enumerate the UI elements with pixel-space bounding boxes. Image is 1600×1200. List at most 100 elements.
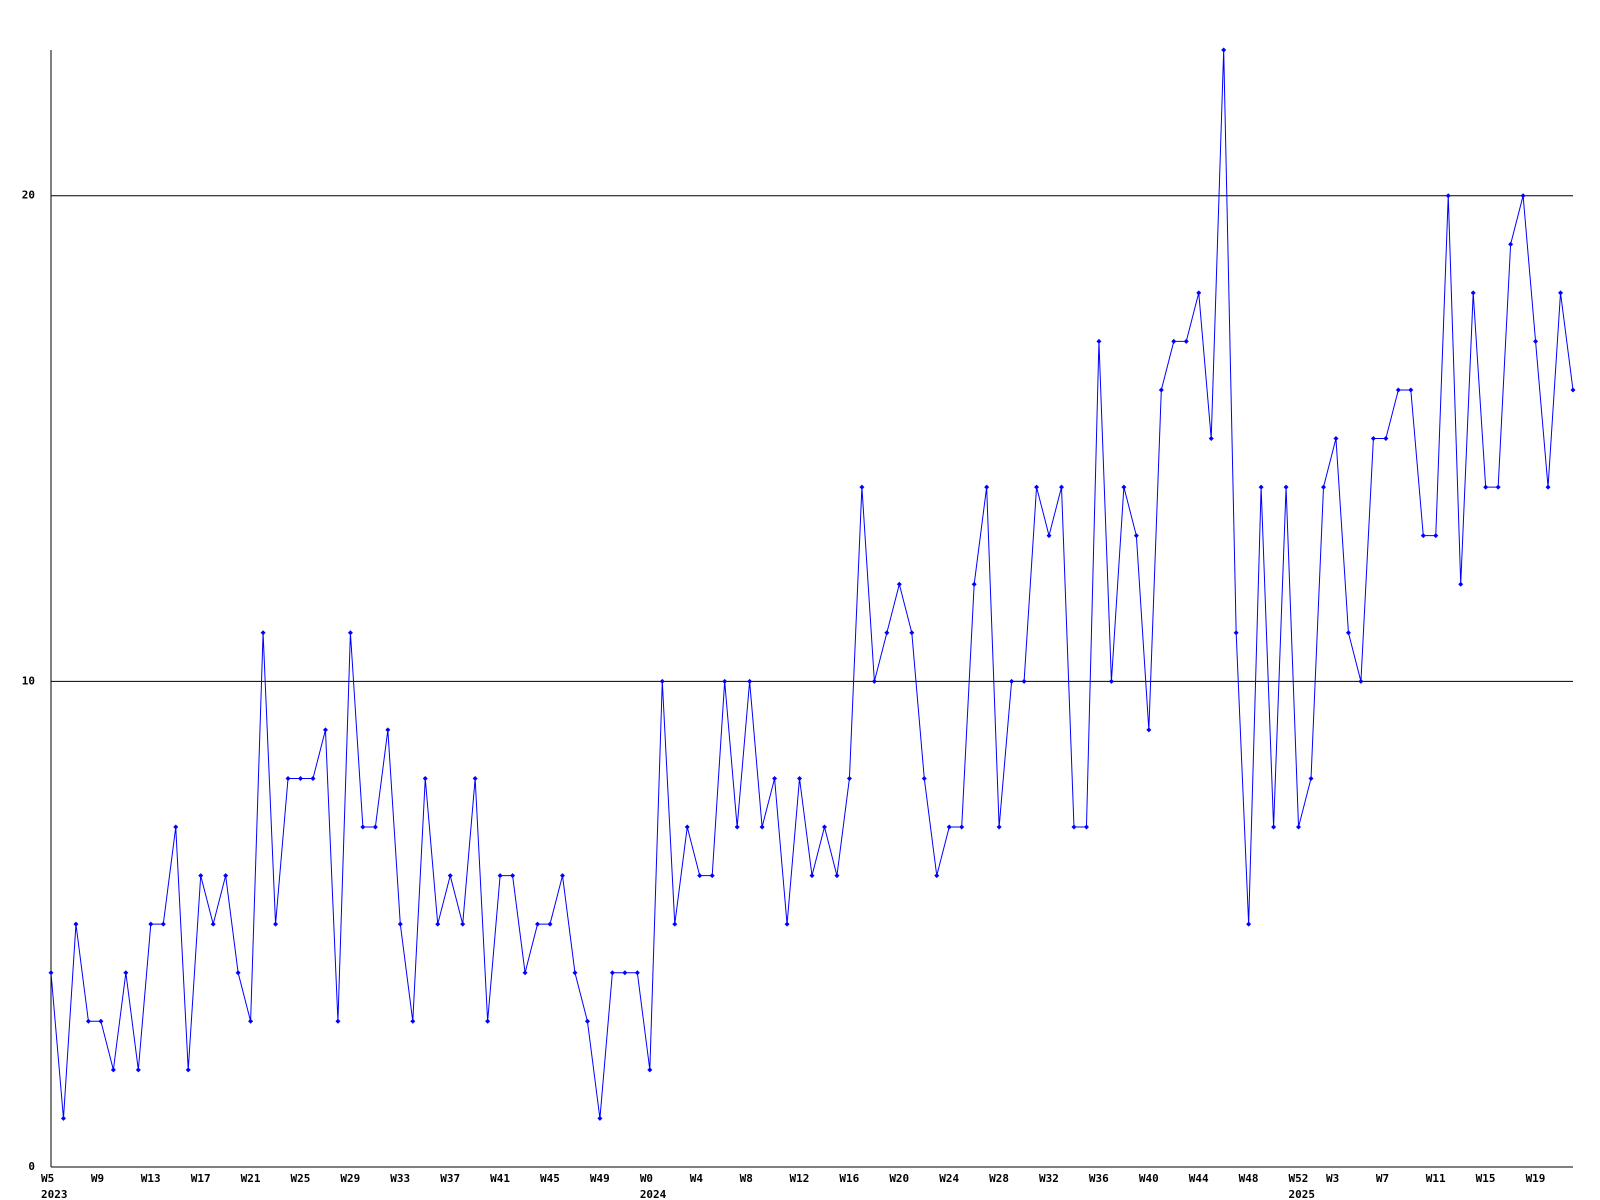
point-marker	[572, 970, 578, 976]
point-marker	[896, 581, 902, 587]
x-tick-label: W8	[740, 1172, 753, 1185]
point-marker	[335, 1018, 341, 1024]
point-marker	[946, 824, 952, 830]
point-marker	[1420, 533, 1426, 539]
point-marker	[871, 678, 877, 684]
point-marker	[1296, 824, 1302, 830]
point-marker	[809, 873, 815, 879]
point-marker	[909, 630, 915, 636]
x-tick-label: W16	[839, 1172, 859, 1185]
x-tick-label: W25	[291, 1172, 311, 1185]
x-tick-label: W28	[989, 1172, 1009, 1185]
point-marker	[734, 824, 740, 830]
point-marker	[347, 630, 353, 636]
year-label: 2025	[1289, 1188, 1316, 1200]
x-tick-label: W9	[91, 1172, 104, 1185]
x-tick-label: W17	[191, 1172, 211, 1185]
point-marker	[584, 1018, 590, 1024]
point-marker	[609, 970, 615, 976]
point-marker	[372, 824, 378, 830]
point-marker	[1545, 484, 1551, 490]
point-marker	[1433, 533, 1439, 539]
x-tick-label: W7	[1376, 1172, 1389, 1185]
x-tick-label: W52	[1289, 1172, 1309, 1185]
x-tick-label: W45	[540, 1172, 560, 1185]
point-marker	[273, 921, 279, 927]
point-marker	[634, 970, 640, 976]
point-marker	[959, 824, 965, 830]
point-marker	[1558, 290, 1564, 296]
point-marker	[622, 970, 628, 976]
x-tick-label: W11	[1426, 1172, 1446, 1185]
point-marker	[1121, 484, 1127, 490]
x-tick-label: W24	[939, 1172, 959, 1185]
x-tick-label: W41	[490, 1172, 510, 1185]
point-marker	[1271, 824, 1277, 830]
point-marker	[971, 581, 977, 587]
point-marker	[1483, 484, 1489, 490]
point-marker	[223, 873, 229, 879]
year-label: 2024	[640, 1188, 667, 1200]
point-marker	[98, 1018, 104, 1024]
point-marker	[1046, 533, 1052, 539]
point-marker	[185, 1067, 191, 1073]
point-marker	[485, 1018, 491, 1024]
x-tick-label: W36	[1089, 1172, 1109, 1185]
point-marker	[797, 775, 803, 781]
point-marker	[1308, 775, 1314, 781]
point-marker	[559, 873, 565, 879]
point-marker	[1445, 193, 1451, 199]
point-marker	[385, 727, 391, 733]
point-marker	[1320, 484, 1326, 490]
point-marker	[1034, 484, 1040, 490]
x-tick-label: W32	[1039, 1172, 1059, 1185]
point-marker	[921, 775, 927, 781]
x-tick-label: W12	[790, 1172, 810, 1185]
x-tick-label: W37	[440, 1172, 460, 1185]
line	[50, 49, 1574, 1119]
point-marker	[397, 921, 403, 927]
point-marker	[859, 484, 865, 490]
point-marker	[1059, 484, 1065, 490]
year-label: 2023	[41, 1188, 68, 1200]
x-tick-label: W49	[590, 1172, 610, 1185]
point-marker	[173, 824, 179, 830]
point-marker	[747, 678, 753, 684]
point-marker	[1495, 484, 1501, 490]
point-marker	[360, 824, 366, 830]
x-tick-label: W20	[889, 1172, 909, 1185]
point-marker	[722, 678, 728, 684]
point-marker	[672, 921, 678, 927]
point-marker	[248, 1018, 254, 1024]
point-marker	[1083, 824, 1089, 830]
point-marker	[1108, 678, 1114, 684]
x-tick-label: W33	[390, 1172, 410, 1185]
point-marker	[1233, 630, 1239, 636]
point-marker	[210, 921, 216, 927]
x-tick-label: W19	[1526, 1172, 1546, 1185]
point-marker	[659, 678, 665, 684]
point-marker	[1009, 678, 1015, 684]
point-marker	[1383, 436, 1389, 442]
point-marker	[298, 775, 304, 781]
x-tick-label: W40	[1139, 1172, 1159, 1185]
point-marker	[472, 775, 478, 781]
point-marker	[846, 775, 852, 781]
point-marker	[48, 970, 54, 976]
point-marker	[135, 1067, 141, 1073]
x-tick-label: W21	[241, 1172, 261, 1185]
point-marker	[1395, 387, 1401, 393]
point-marker	[1533, 338, 1539, 344]
point-marker	[996, 824, 1002, 830]
point-marker	[1358, 678, 1364, 684]
point-marker	[235, 970, 241, 976]
x-tick-label: W0	[640, 1172, 653, 1185]
point-marker	[285, 775, 291, 781]
point-marker	[123, 970, 129, 976]
x-tick-label: W5	[41, 1172, 54, 1185]
point-marker	[934, 873, 940, 879]
x-tick-label: W48	[1239, 1172, 1259, 1185]
point-marker	[1171, 338, 1177, 344]
point-marker	[148, 921, 154, 927]
